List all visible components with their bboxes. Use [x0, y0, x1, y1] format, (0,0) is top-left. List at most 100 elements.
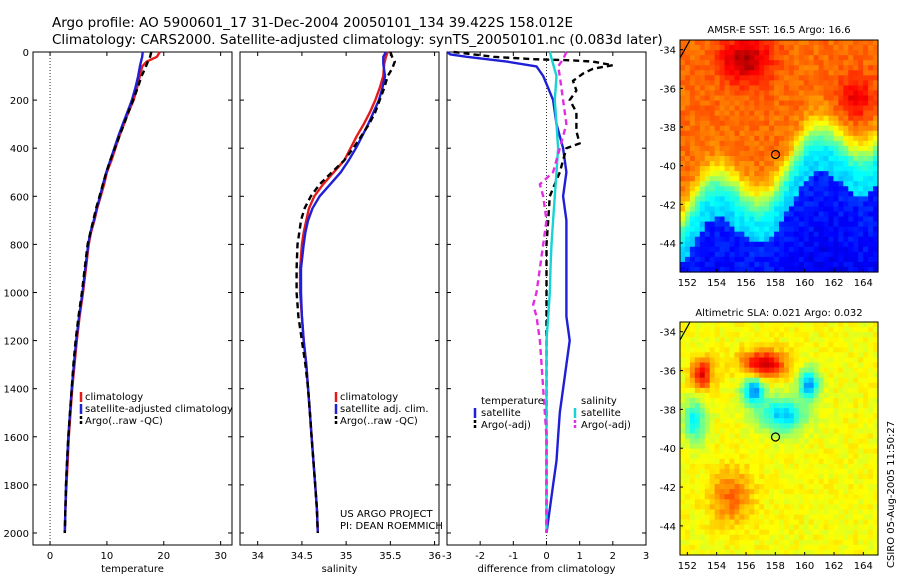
map-cell — [848, 362, 854, 369]
map-cell — [719, 347, 726, 353]
map-y-tick-label: -38 — [660, 123, 676, 134]
map-cell — [680, 453, 686, 460]
map-cell — [788, 186, 795, 192]
map-cell — [764, 55, 770, 61]
figure-title-line1: Argo profile: AO 5900601_17 31-Dec-2004 … — [52, 15, 573, 31]
map-cell — [848, 251, 854, 258]
map-cell — [808, 418, 815, 424]
map-cell — [788, 70, 795, 76]
map-cell — [843, 251, 849, 258]
map-cell — [714, 266, 721, 273]
map-cell — [724, 231, 731, 238]
map-cell — [843, 266, 849, 273]
map-cell — [818, 125, 825, 132]
map-cell — [680, 408, 686, 414]
map-cell — [788, 140, 795, 147]
map-cell — [719, 387, 726, 394]
map-cell — [848, 468, 854, 475]
map-cell — [689, 150, 696, 157]
map-cell — [680, 125, 686, 132]
map-cell — [793, 458, 800, 465]
map-cell — [699, 484, 706, 490]
map-cell — [759, 408, 765, 414]
map-cell — [684, 403, 691, 409]
map-cell — [853, 443, 859, 450]
map-cell — [699, 206, 706, 213]
map-cell — [853, 342, 859, 348]
map-cell — [813, 135, 820, 142]
map-cell — [759, 413, 765, 419]
map-cell — [873, 448, 879, 455]
map-cell — [680, 499, 686, 505]
map-cell — [749, 85, 755, 92]
map-cell — [680, 489, 686, 495]
map-cell — [788, 367, 795, 374]
map-cell — [739, 397, 745, 404]
map-cell — [818, 322, 825, 328]
map-cell — [798, 392, 805, 399]
map-cell — [769, 211, 775, 218]
map-cell — [863, 75, 869, 81]
map-cell — [719, 458, 726, 465]
map-cell — [759, 161, 765, 167]
map-cell — [848, 458, 854, 465]
map-cell — [823, 166, 830, 172]
map-cell — [684, 453, 691, 460]
map-cell — [774, 448, 780, 455]
map-cell — [749, 181, 755, 187]
map-cell — [793, 509, 800, 516]
map-cell — [823, 352, 830, 359]
map-cell — [754, 266, 760, 273]
map-cell — [868, 453, 874, 460]
map-cell — [704, 186, 711, 192]
map-cell — [734, 458, 740, 465]
map-cell — [868, 251, 874, 258]
map-cell — [788, 413, 795, 419]
map-cell — [783, 423, 790, 429]
map-cell — [853, 549, 859, 556]
map-cell — [684, 342, 691, 348]
map-cell — [719, 549, 726, 556]
map-cell — [774, 367, 780, 374]
map-cell — [744, 105, 750, 112]
map-cell — [680, 115, 686, 122]
map-cell — [808, 95, 815, 102]
map-cell — [823, 392, 830, 399]
map-cell — [749, 115, 755, 122]
map-cell — [828, 529, 835, 536]
map-cell — [803, 529, 810, 536]
map-cell — [788, 494, 795, 500]
map-cell — [759, 201, 765, 208]
map-cell — [783, 382, 790, 389]
map-cell — [769, 403, 775, 409]
map-cell — [818, 65, 825, 71]
map-cell — [863, 387, 869, 394]
map-cell — [680, 145, 686, 152]
map-cell — [873, 140, 879, 147]
map-cell — [734, 418, 740, 424]
map-cell — [704, 226, 711, 233]
map-cell — [734, 130, 740, 137]
map-cell — [769, 428, 775, 435]
map-cell — [863, 458, 869, 465]
map-cell — [744, 524, 750, 531]
map-cell — [793, 377, 800, 384]
map-cell — [694, 65, 701, 71]
map-cell — [818, 529, 825, 536]
map-cell — [684, 161, 691, 167]
map-cell — [863, 231, 869, 238]
map-cell — [694, 392, 701, 399]
map-cell — [719, 408, 726, 414]
map-cell — [868, 387, 874, 394]
map-cell — [749, 95, 755, 102]
map-cell — [779, 473, 785, 480]
map-cell — [680, 236, 686, 243]
map-cell — [689, 453, 696, 460]
map-cell — [734, 443, 740, 450]
map-cell — [714, 443, 721, 450]
map-cell — [783, 186, 790, 192]
map-cell — [719, 322, 726, 328]
map-cell — [714, 251, 721, 258]
map-cell — [873, 120, 879, 127]
map-cell — [689, 377, 696, 384]
